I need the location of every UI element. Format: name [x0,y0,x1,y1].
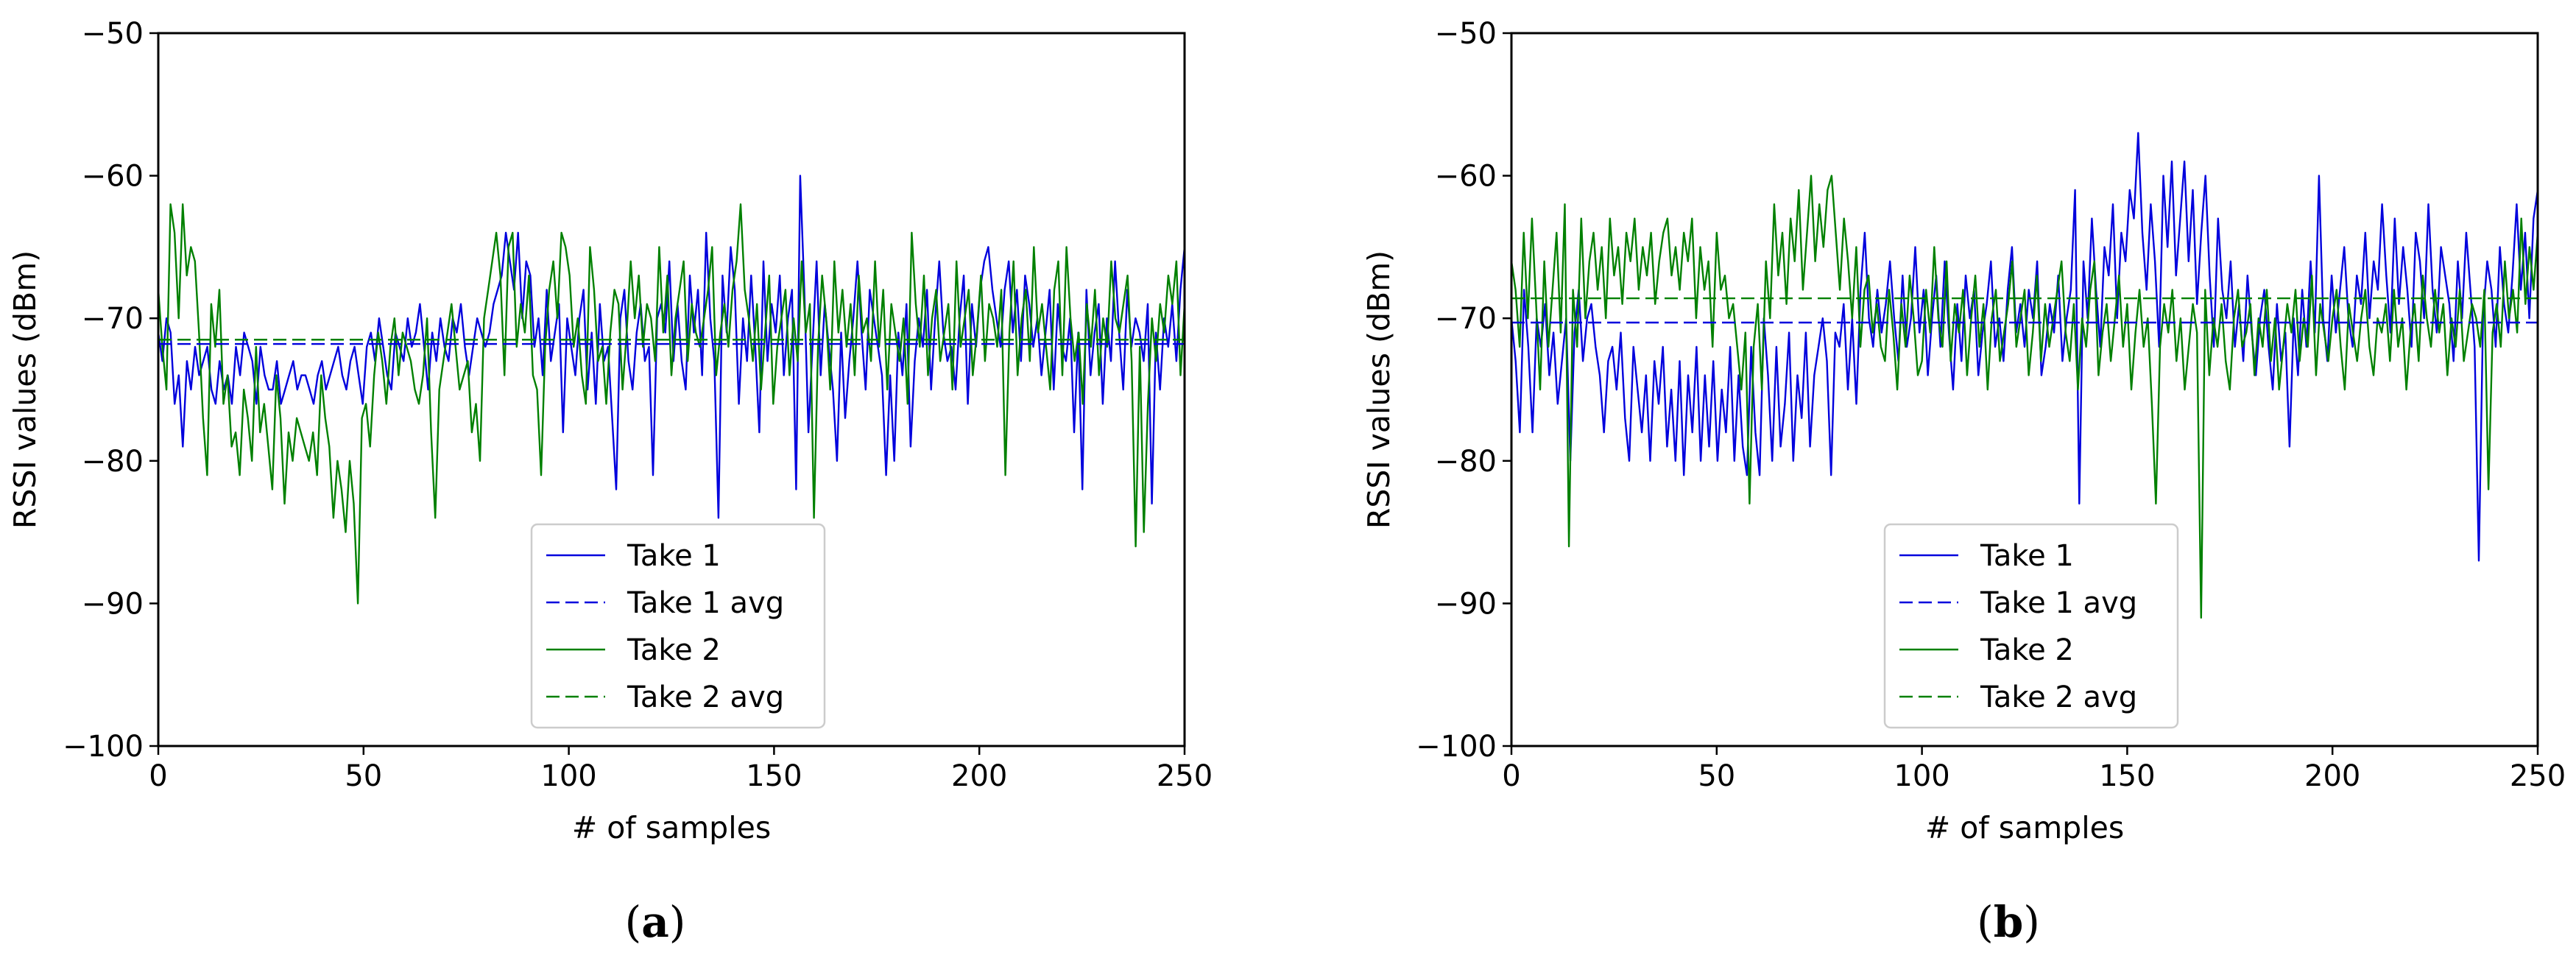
x-tick-label: 50 [345,759,382,793]
series-line-1 [1511,132,2538,562]
y-tick-label: −100 [63,730,144,764]
y-tick-label: −100 [1416,730,1497,764]
plot-frame [157,32,1186,747]
y-tick-label: −60 [82,160,144,194]
x-tick-label: 250 [2510,759,2566,793]
series-line-2 [158,203,1185,605]
x-axis-label: # of samples [572,810,771,845]
x-tick-label: 100 [1894,759,1949,793]
chart-b: 0 50 100 150 200 250 −100 −90 −80 −70 −60 −50 # of … [1361,17,2566,947]
legend-box [530,523,826,729]
plot-frame [1510,32,2539,747]
y-tick-label: −90 [82,587,144,621]
legend-label: Take 2 avg [1980,680,2137,714]
x-axis-label: # of samples [1925,810,2124,845]
y-tick-label: −80 [1435,445,1497,479]
y-tick-label: −80 [82,445,144,479]
x-tick-label: 200 [2304,759,2360,793]
x-tick-label: 0 [1502,759,1520,793]
legend-label: Take 2 [627,633,721,667]
panel-label-a: (a) [625,897,686,947]
chart-a: 0 50 100 150 200 250 −100 −90 −80 −70 −60 −50 # of … [7,17,1213,947]
y-tick-label: −60 [1435,160,1497,194]
x-tick-label: 50 [1698,759,1735,793]
x-tick-label: 100 [540,759,596,793]
x-tick-label: 250 [1157,759,1213,793]
legend-box [1883,523,2179,729]
legend-label: Take 2 [1980,633,2074,667]
y-axis-label: RSSI values (dBm) [7,250,43,529]
y-tick-label: −70 [1435,302,1497,336]
legend-label: Take 1 avg [627,586,784,620]
legend-label: Take 1 [1980,539,2074,573]
y-tick-label: −50 [1435,17,1497,51]
y-axis-label: RSSI values (dBm) [1361,250,1397,529]
y-tick-label: −70 [82,302,144,336]
series-line-1 [158,175,1185,519]
legend-label: Take 1 [627,539,721,573]
panel-label-b: (b) [1977,897,2040,947]
x-tick-label: 150 [746,759,802,793]
x-tick-label: 150 [2099,759,2155,793]
series-line-2 [1511,175,2538,619]
x-tick-label: 0 [149,759,167,793]
legend-label: Take 2 avg [627,680,784,714]
y-tick-label: −90 [1435,587,1497,621]
legend-label: Take 1 avg [1980,586,2137,620]
y-tick-label: −50 [82,17,144,51]
x-tick-label: 200 [951,759,1007,793]
